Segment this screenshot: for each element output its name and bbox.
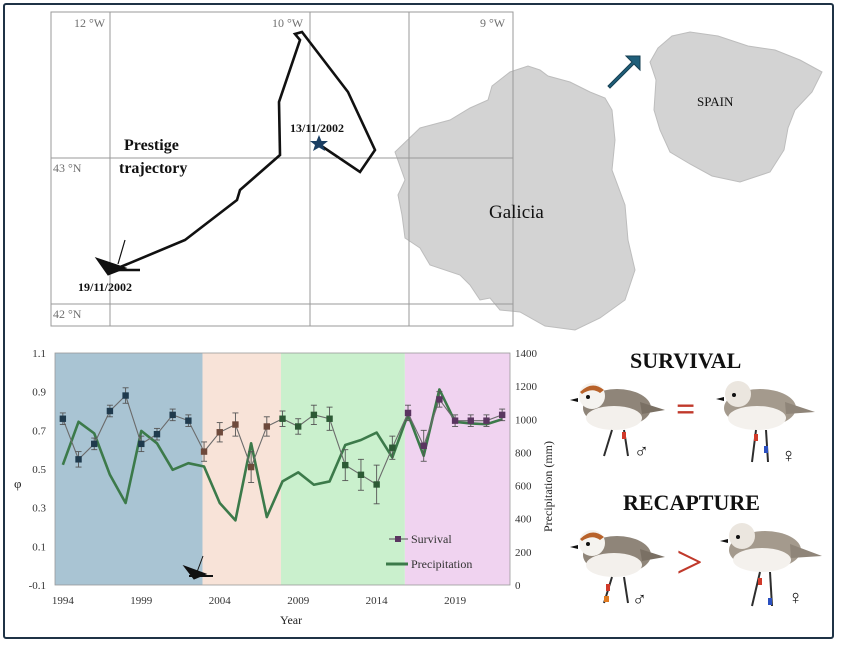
period-band-1	[202, 353, 281, 585]
star-icon	[310, 135, 328, 151]
lon-label-12w: 12 °W	[74, 16, 106, 30]
survival-point	[200, 448, 208, 455]
survival-point	[357, 471, 365, 478]
survival-point	[138, 440, 145, 448]
y-right-tick-label: 1000	[515, 414, 538, 426]
figure-frame	[3, 3, 834, 639]
female-symbol-1: ♀	[781, 445, 796, 467]
male-symbol-1: ♂	[634, 441, 649, 463]
x-tick-label: 2009	[287, 595, 310, 607]
y-left-tick-label: 0.9	[32, 387, 46, 399]
survival-point	[451, 417, 459, 424]
precipitation-line	[61, 388, 503, 522]
survival-point	[483, 417, 490, 424]
y-right-tick-label: 200	[515, 547, 532, 559]
y-right-tick-label: 400	[515, 514, 532, 526]
y-left-tick-label: 0.7	[32, 425, 46, 437]
date-start-label: 13/11/2002	[290, 121, 344, 135]
recapture-title: RECAPTURE	[623, 490, 760, 515]
galicia-land	[394, 65, 636, 331]
period-band-0	[55, 353, 203, 585]
y-right-tick-label: 0	[515, 580, 521, 592]
prestige-trajectory	[117, 30, 377, 270]
lat-label-42n: 42 °N	[53, 307, 82, 321]
x-tick-label: 2004	[209, 595, 232, 607]
survival-point	[106, 407, 114, 415]
y-left-tick-label: 0.5	[32, 464, 46, 476]
plot-area-border	[54, 352, 511, 586]
x-tick-label: 1994	[52, 595, 75, 607]
sex-comparison-panel: SURVIVAL RECAPTURE = > ♂	[570, 348, 822, 611]
survival-point	[420, 442, 427, 449]
period-band-2	[280, 353, 405, 585]
survival-point	[169, 411, 176, 419]
female-plover-image-2	[720, 523, 822, 607]
female-symbol-2: ♀	[788, 587, 803, 609]
male-symbol-2: ♂	[632, 589, 647, 611]
survival-point	[91, 440, 98, 448]
trajectory-title-line1: Prestige	[124, 137, 179, 154]
y-left-tick-label: 0.1	[32, 541, 46, 553]
y-left-tick-label: 1.1	[32, 348, 46, 360]
arrow-icon	[607, 55, 641, 89]
female-plover-image	[716, 381, 815, 463]
survival-point	[342, 461, 349, 469]
survival-point	[373, 481, 380, 488]
recapture-greater-sign: >	[676, 536, 703, 589]
legend-survival-marker	[395, 536, 401, 542]
survival-point	[404, 409, 412, 417]
spain-label: SPAIN	[697, 94, 734, 109]
survival-point	[467, 417, 474, 424]
male-plover-image-2	[570, 530, 665, 604]
y-right-tick-label: 1200	[515, 381, 538, 393]
chart-legend: Survival Precipitation	[386, 532, 472, 571]
legend-survival-label: Survival	[411, 532, 452, 546]
y-right-tick-label: 1400	[515, 348, 538, 360]
trajectory-title-line2: trajectory	[119, 160, 187, 177]
legend-precipitation-label: Precipitation	[411, 557, 472, 571]
y-right-tick-label: 600	[515, 481, 532, 493]
date-end-label: 19/11/2002	[78, 280, 132, 294]
spain-land	[649, 31, 823, 183]
survival-point	[59, 415, 67, 422]
survival-point	[389, 444, 396, 451]
x-tick-label: 2019	[444, 595, 467, 607]
lon-label-9w: 9 °W	[480, 16, 506, 30]
map-panel: 12 °W 10 °W 9 °W 43 °N 42 °N Prestige tr…	[50, 11, 823, 331]
sinking-ship-icon	[94, 239, 140, 276]
survival-point	[498, 411, 506, 419]
survival-title: SURVIVAL	[630, 348, 741, 373]
galicia-label: Galicia	[489, 202, 544, 223]
survival-point	[75, 456, 82, 463]
y-axis-left-title: φ	[14, 476, 22, 491]
survival-point	[247, 463, 255, 471]
survival-point	[436, 396, 443, 403]
y-left-tick-label: 0.3	[32, 503, 46, 515]
x-tick-label: 2014	[366, 595, 389, 607]
x-tick-label: 1999	[130, 595, 153, 607]
survival-point	[185, 417, 192, 424]
male-plover-image	[570, 383, 665, 457]
survival-precipitation-chart: -0.1 0.1 0.3 0.5 0.7 0.9 1.1 0 200 400 600 800 1000 1…	[14, 348, 555, 627]
survival-point	[310, 411, 318, 419]
survival-point	[326, 415, 333, 422]
survival-point	[279, 415, 286, 422]
chart-ship-icon	[182, 555, 213, 580]
survival-point	[153, 431, 161, 438]
survival-point	[294, 423, 302, 430]
survival-point	[216, 429, 223, 436]
survival-point	[263, 423, 271, 430]
y-axis-right-title: Precipitation (mm)	[541, 441, 555, 532]
y-right-tick-label: 800	[515, 447, 532, 459]
survival-point	[122, 392, 129, 399]
survival-point	[232, 421, 239, 428]
survival-equals-sign: =	[676, 391, 695, 428]
period-band-3	[404, 353, 510, 585]
x-axis-title: Year	[280, 613, 302, 627]
lat-label-43n: 43 °N	[53, 161, 82, 175]
map-grid	[50, 11, 514, 327]
lon-label-10w: 10 °W	[272, 16, 304, 30]
y-left-tick-label: -0.1	[29, 580, 46, 592]
